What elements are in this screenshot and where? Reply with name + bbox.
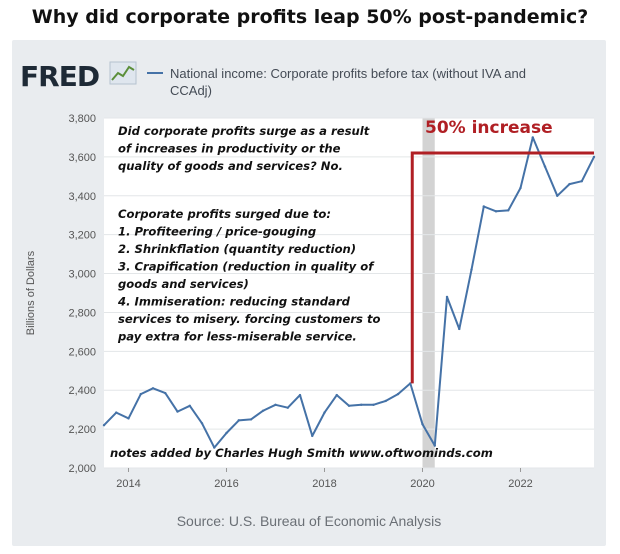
data-point xyxy=(556,194,559,197)
series-points xyxy=(102,136,596,449)
y-tick-label: 3,000 xyxy=(68,269,96,281)
increase-bracket xyxy=(410,151,594,384)
fred-logo[interactable]: FRED xyxy=(20,60,100,93)
data-point xyxy=(531,136,534,139)
y-tick-label: 3,600 xyxy=(68,152,96,164)
data-point xyxy=(372,403,375,407)
reason-line: 3. Crapification (reduction in quality o… xyxy=(118,260,375,274)
note-credit: notes added by Charles Hugh Smith www.of… xyxy=(110,446,493,460)
x-tick-label: 2020 xyxy=(410,478,434,490)
data-point xyxy=(164,391,167,395)
recession-shading xyxy=(422,118,435,468)
legend-label-line2: CCAdj) xyxy=(170,83,212,98)
x-axis: 2014 2016 2018 2020 2022 xyxy=(116,468,533,490)
data-point xyxy=(139,392,142,396)
y-tick-label: 2,200 xyxy=(68,424,96,436)
data-point xyxy=(433,444,436,447)
source-note: Source: U.S. Bureau of Economic Analysis xyxy=(177,513,442,529)
data-point xyxy=(396,392,400,396)
question-line: quality of goods and services? No. xyxy=(118,159,343,173)
data-point xyxy=(188,404,191,407)
data-point xyxy=(470,268,473,271)
data-point xyxy=(482,205,485,208)
reason-line: services to misery. forcing customers to xyxy=(118,312,381,326)
data-point xyxy=(151,387,155,390)
line-chart-icon xyxy=(109,61,137,85)
x-tick-label: 2022 xyxy=(508,478,532,490)
x-tick-label: 2016 xyxy=(214,478,238,490)
y-tick-label: 3,800 xyxy=(68,113,96,125)
reason-line: pay extra for less-miserable service. xyxy=(117,330,357,344)
y-axis: 2,000 2,200 2,400 2,600 2,800 3,000 3,200 3,400… xyxy=(68,113,96,475)
gridlines xyxy=(104,117,594,469)
data-point xyxy=(115,411,118,414)
y-tick-label: 2,800 xyxy=(68,307,96,319)
question-line: of increases in productivity or the xyxy=(118,142,341,156)
x-tick-label: 2014 xyxy=(116,478,140,490)
data-point xyxy=(458,327,461,331)
line-chart: FRED National income: Corporate profits … xyxy=(20,60,596,529)
reason-line: 2. Shrinkflation (quantity reduction) xyxy=(118,242,356,256)
y-tick-label: 2,000 xyxy=(68,463,96,475)
data-point xyxy=(176,410,179,413)
plot-area xyxy=(104,118,594,468)
reason-line: 1. Profiteering / price-gouging xyxy=(118,225,316,239)
data-point xyxy=(249,418,253,421)
data-point xyxy=(580,179,583,183)
y-tick-label: 3,400 xyxy=(68,191,96,203)
data-point xyxy=(213,446,216,449)
data-point xyxy=(360,403,363,407)
data-point xyxy=(311,434,314,438)
data-point xyxy=(494,210,498,213)
y-tick-label: 2,600 xyxy=(68,346,96,358)
x-tick-label: 2018 xyxy=(312,478,336,490)
fred-chart-card: FRED National income: Corporate profits … xyxy=(12,40,606,546)
data-point xyxy=(519,186,522,190)
data-point xyxy=(274,403,277,407)
data-point xyxy=(298,393,302,397)
data-point xyxy=(543,165,547,168)
page-title: Why did corporate profits leap 50% post-… xyxy=(31,6,589,28)
data-point xyxy=(200,422,204,425)
reason-line: Corporate profits surged due to: xyxy=(118,207,331,221)
reason-line: 4. Immiseration: reducing standard xyxy=(117,295,351,309)
y-axis-title: Billions of Dollars xyxy=(25,250,37,335)
note-question: Did corporate profits surge as a result o… xyxy=(118,124,370,173)
data-point xyxy=(445,295,449,299)
data-point xyxy=(384,399,387,403)
y-tick-label: 2,400 xyxy=(68,385,96,397)
data-point xyxy=(421,423,424,426)
data-point xyxy=(262,409,265,412)
increase-label: 50% increase xyxy=(425,118,553,138)
question-line: Did corporate profits surge as a result xyxy=(118,124,370,138)
legend-label-line1: National income: Corporate profits befor… xyxy=(170,66,526,81)
data-point xyxy=(237,419,240,422)
reason-line: goods and services) xyxy=(118,277,249,291)
data-point xyxy=(568,182,571,186)
data-point xyxy=(286,406,289,409)
data-point xyxy=(507,209,510,212)
data-point xyxy=(127,417,130,420)
data-point xyxy=(323,411,326,414)
data-point xyxy=(335,393,338,397)
data-point xyxy=(592,155,596,159)
data-point xyxy=(102,424,106,427)
data-point xyxy=(347,404,351,407)
y-tick-label: 3,200 xyxy=(68,230,96,242)
data-point xyxy=(225,431,228,435)
note-reasons: Corporate profits surged due to: 1. Profi… xyxy=(117,207,381,344)
